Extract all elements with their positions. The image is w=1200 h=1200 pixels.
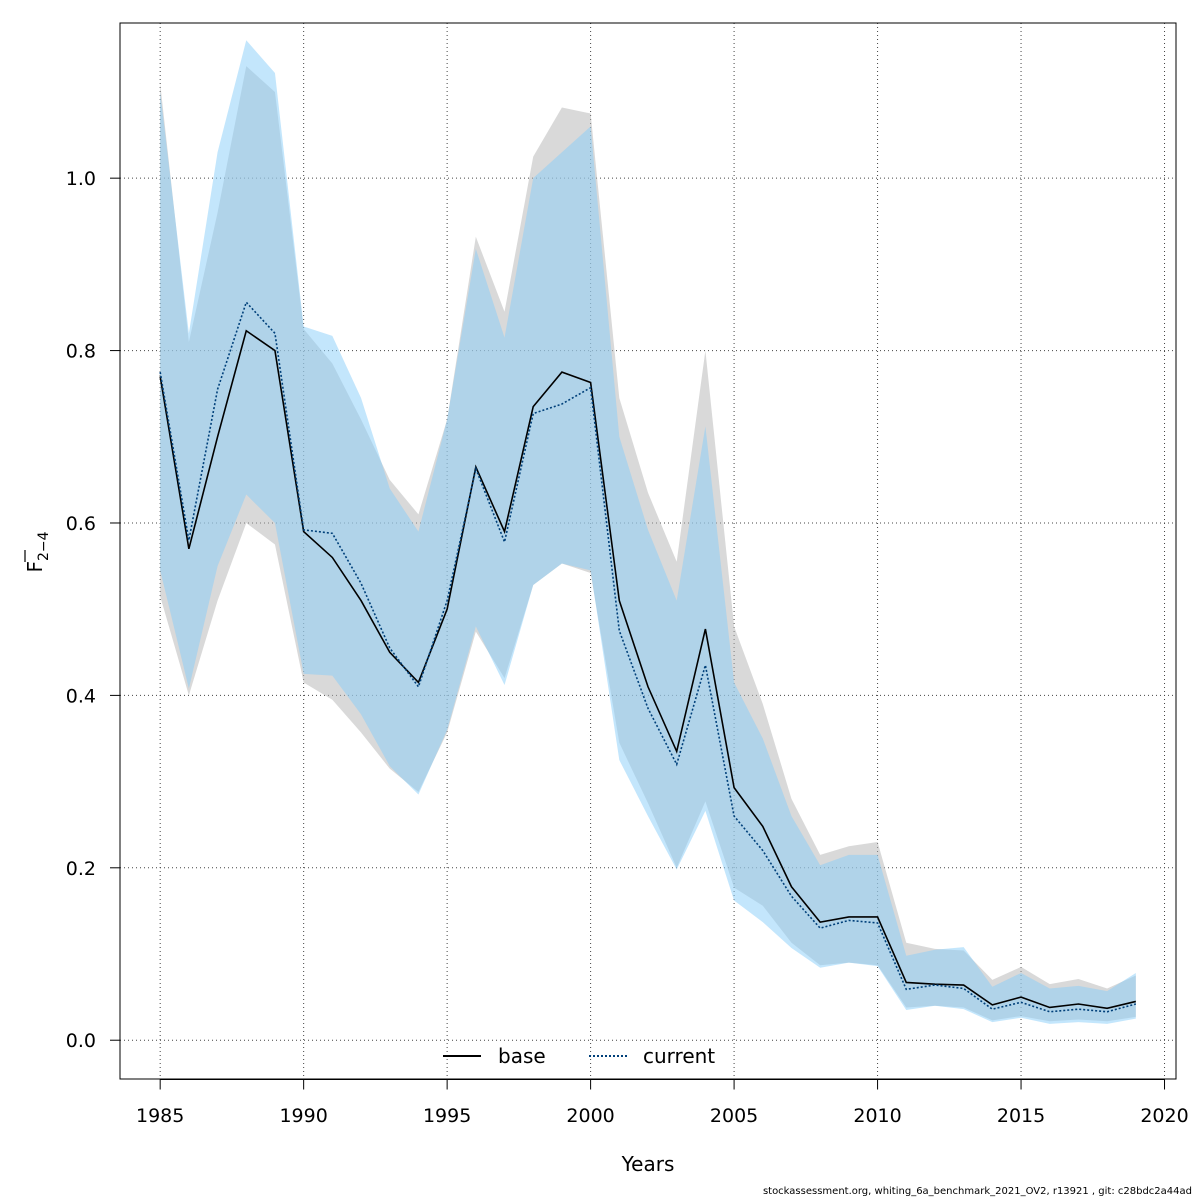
- legend-base-label: base: [498, 1044, 546, 1068]
- x-tick-label: 1995: [423, 1105, 471, 1127]
- y-axis-title: F2−4: [23, 531, 52, 572]
- x-tick-label: 2020: [1140, 1105, 1188, 1127]
- y-tick-label: 1.0: [66, 168, 96, 190]
- band-current: [160, 40, 1136, 1024]
- y-tick-label: 0.8: [66, 341, 96, 363]
- x-axis-title: Years: [621, 1152, 675, 1176]
- x-tick-label: 2015: [997, 1105, 1045, 1127]
- y-tick-label: 0.2: [66, 858, 96, 880]
- y-axis-title-text: F2−4: [23, 531, 52, 572]
- y-tick-label: 0.4: [66, 685, 96, 707]
- confidence-bands: [160, 40, 1136, 1024]
- x-tick-label: 1990: [279, 1105, 327, 1127]
- x-tick-label: 1985: [136, 1105, 184, 1127]
- y-axis: 0.0 0.2 0.4 0.6 0.8 1.0: [66, 168, 121, 1052]
- line-current: [159, 300, 1137, 1013]
- y-axis-title-base: F: [23, 561, 47, 573]
- x-tick-label: 2005: [710, 1105, 758, 1127]
- legend: base current: [443, 1044, 715, 1068]
- legend-current-label: current: [643, 1044, 715, 1068]
- footer-credit: stockassessment.org, whiting_6a_benchmar…: [762, 1186, 1192, 1197]
- x-axis: 1985 1990 1995 2000 2005 2010 2015 2020: [136, 1079, 1189, 1127]
- y-tick-label: 0.0: [66, 1030, 96, 1052]
- series-lines: [159, 300, 1137, 1013]
- y-axis-title-subscript: 2−4: [36, 531, 52, 561]
- y-tick-label: 0.6: [66, 513, 96, 535]
- line-base: [159, 329, 1137, 1010]
- x-tick-label: 2010: [853, 1105, 901, 1127]
- x-tick-label: 2000: [566, 1105, 614, 1127]
